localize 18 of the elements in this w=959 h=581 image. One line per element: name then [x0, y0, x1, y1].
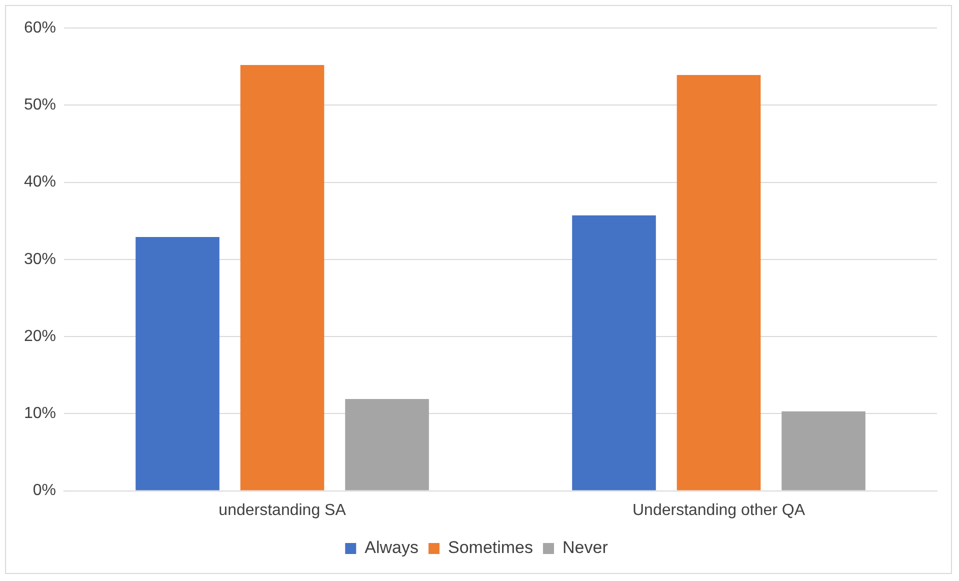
- y-tick-label: 60%: [24, 19, 56, 36]
- legend-label: Never: [562, 538, 608, 558]
- legend-label: Sometimes: [448, 538, 534, 558]
- y-tick-label: 10%: [24, 405, 56, 422]
- bar: [572, 215, 656, 490]
- x-tick-label: understanding SA: [218, 502, 346, 519]
- bar: [676, 75, 761, 490]
- x-tick-label: Understanding other QA: [632, 502, 806, 519]
- y-tick-label: 0%: [32, 482, 56, 500]
- bar: [240, 65, 324, 490]
- bar: [345, 399, 429, 490]
- y-tick-label: 30%: [24, 250, 56, 268]
- y-tick-label: 20%: [24, 328, 56, 345]
- y-tick-label: 50%: [24, 96, 56, 114]
- legend-label: Always: [364, 538, 418, 558]
- y-tick-label: 40%: [24, 174, 56, 191]
- bar: [782, 411, 866, 490]
- bar: [136, 237, 220, 490]
